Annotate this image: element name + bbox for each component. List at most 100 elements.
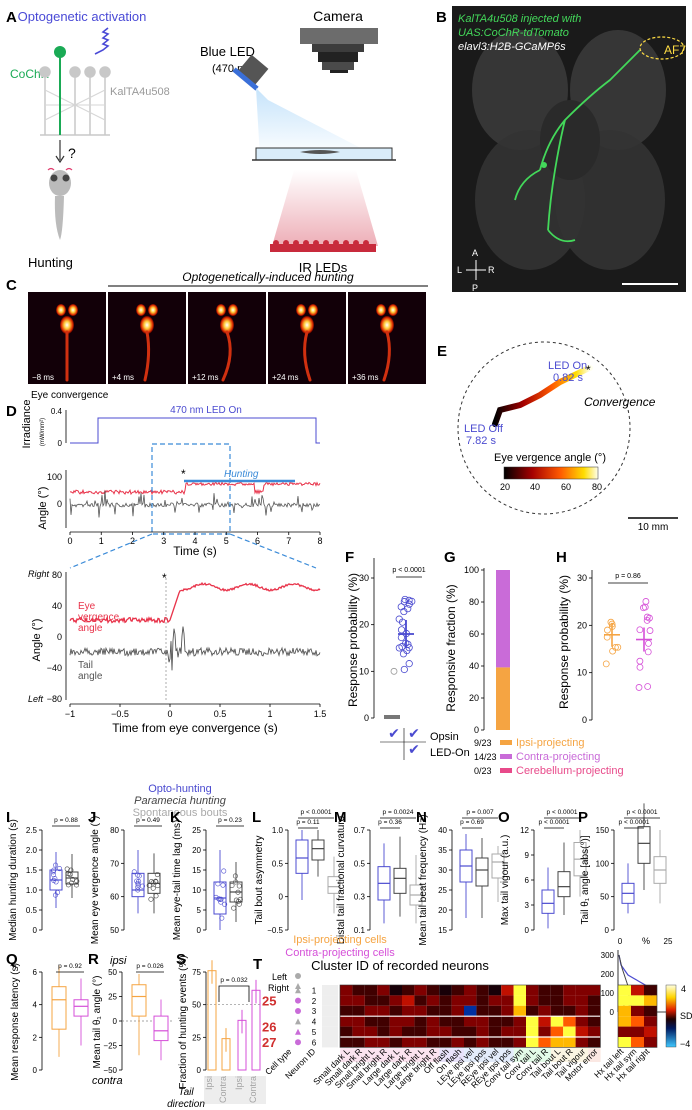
y-tick-label: 0 xyxy=(197,1066,202,1075)
contra-point xyxy=(645,639,652,647)
colorbar-label: Eye vergence angle (°) xyxy=(494,452,606,464)
p-value: p = 0.92 xyxy=(58,963,82,970)
row-pad xyxy=(322,985,338,996)
cluster-id: 25 xyxy=(262,994,276,1009)
outlier-point xyxy=(390,667,398,675)
y-tick-label: 100 xyxy=(596,859,610,868)
r-title: ipsi xyxy=(110,955,127,967)
heat-cell xyxy=(526,995,539,1006)
zoom-angle-label: Angle (°) xyxy=(31,619,43,662)
b-label-1: KalTA4u508 injected with xyxy=(458,13,581,25)
blue-led-icon xyxy=(232,54,269,91)
legend-swatch xyxy=(500,754,512,759)
kalta4-label: KalTA4u508 xyxy=(110,86,170,98)
data-point xyxy=(408,597,416,605)
heat-cell xyxy=(526,985,539,996)
neuron-id: 2 xyxy=(312,997,317,1006)
data-point xyxy=(68,867,74,873)
heat-cell xyxy=(426,985,440,996)
b-label-3: elavl3:H2B-GCaMP6s xyxy=(458,41,566,53)
data-point xyxy=(65,871,71,877)
heat-cell xyxy=(488,1016,502,1027)
neuron-id: 3 xyxy=(312,1007,317,1016)
heat-cell xyxy=(364,1026,378,1037)
y-tick-label: 30 xyxy=(577,573,587,583)
data-point xyxy=(150,880,156,886)
legend-swatch xyxy=(500,768,512,773)
cluster-id: 26 xyxy=(262,1020,276,1035)
y-tick-label: 0.5 xyxy=(354,859,366,868)
column-band xyxy=(501,1048,514,1062)
compass-r: R xyxy=(488,265,495,275)
panel-letter: R xyxy=(88,951,99,968)
heat-cell xyxy=(563,985,576,996)
legend-label: Contra-projecting xyxy=(516,751,600,763)
panel-letter-d: D xyxy=(6,403,17,420)
p-hist-xlabel: % xyxy=(642,936,650,946)
column-band xyxy=(402,1048,415,1062)
heat-cell xyxy=(414,985,427,996)
zoom-x-tick: −1 xyxy=(65,709,75,719)
optogenetic-label: Optogenetic activation xyxy=(18,9,147,24)
contra-point xyxy=(644,648,652,656)
g-ylabel: Responsive fraction (%) xyxy=(444,584,458,711)
y-axis-label: Tail θ₁ angle [abs(°)] xyxy=(580,835,591,924)
data-point xyxy=(231,905,237,911)
y-tick-label: 20 xyxy=(438,906,447,915)
heat-cell xyxy=(377,995,390,1006)
heat-cell xyxy=(575,1016,588,1027)
eye-label-2: vergence xyxy=(78,612,120,623)
compass-p: P xyxy=(472,283,478,293)
column-band xyxy=(352,1048,365,1062)
column-band xyxy=(513,1048,527,1062)
panel-b: B AF7 KalTA4u508 injected with UAS:CoChR… xyxy=(436,6,686,293)
y-tick-label: 100 xyxy=(464,565,479,575)
frame-timestamp: +12 ms xyxy=(192,373,218,382)
left-label: Left xyxy=(28,694,44,704)
panel-letter: L xyxy=(252,809,261,826)
g-axis: 0 20 40 60 80 100 xyxy=(464,565,484,735)
y-tick-label: 75 xyxy=(192,968,201,977)
box xyxy=(73,999,89,1017)
cluster-id: 27 xyxy=(262,1035,276,1050)
ipsi-point xyxy=(604,626,611,634)
box xyxy=(153,1015,169,1042)
heat-cell xyxy=(377,1005,390,1017)
check-icon: ✔ xyxy=(408,741,420,757)
data-point xyxy=(401,595,409,604)
light-cone xyxy=(256,88,380,158)
y-tick-label: 10 xyxy=(192,886,201,895)
heat-cell xyxy=(513,1026,526,1037)
heat-cell xyxy=(588,995,601,1006)
box xyxy=(475,857,489,887)
heat-cell xyxy=(389,1037,402,1048)
heat-cell xyxy=(476,1005,489,1017)
heat-cell xyxy=(451,995,464,1006)
heat-cell xyxy=(364,1005,378,1017)
heat-cell xyxy=(464,1016,477,1027)
heat-cell xyxy=(389,1016,402,1027)
y-tick-label: 2.5 xyxy=(26,826,38,835)
heat-cell xyxy=(340,985,353,996)
sd-tick: 4 xyxy=(681,984,686,994)
left-marker-icon xyxy=(295,973,301,979)
sd-colorbar xyxy=(665,984,677,1048)
zoom-y-ticks: 80 40 0 −40 −80 xyxy=(47,570,62,704)
panel-c: C Optogenetically-induced hunting −8 ms +… xyxy=(6,270,428,401)
y-axis-label: Max tail vigour (a.u.) xyxy=(500,835,511,926)
y-tick-label: 20 xyxy=(577,620,587,630)
p-value: p < 0.0001 xyxy=(539,819,570,826)
ir-leds-label: IR LEDs xyxy=(299,260,348,275)
af7-label: AF7 xyxy=(664,43,686,57)
hx-heat-cell xyxy=(631,995,644,1006)
zoom-y-tick: 40 xyxy=(52,601,62,611)
contra-point xyxy=(643,613,651,621)
y-tick-label: 50 xyxy=(108,968,117,977)
data-point xyxy=(405,660,413,668)
data-point xyxy=(70,876,76,882)
zoom-x-tick: 0.5 xyxy=(214,709,227,719)
y-tick-label: −25 xyxy=(103,1042,117,1051)
compass-l: L xyxy=(457,265,462,275)
heat-cell xyxy=(426,1037,440,1048)
y-tick-label: 150 xyxy=(596,826,610,835)
